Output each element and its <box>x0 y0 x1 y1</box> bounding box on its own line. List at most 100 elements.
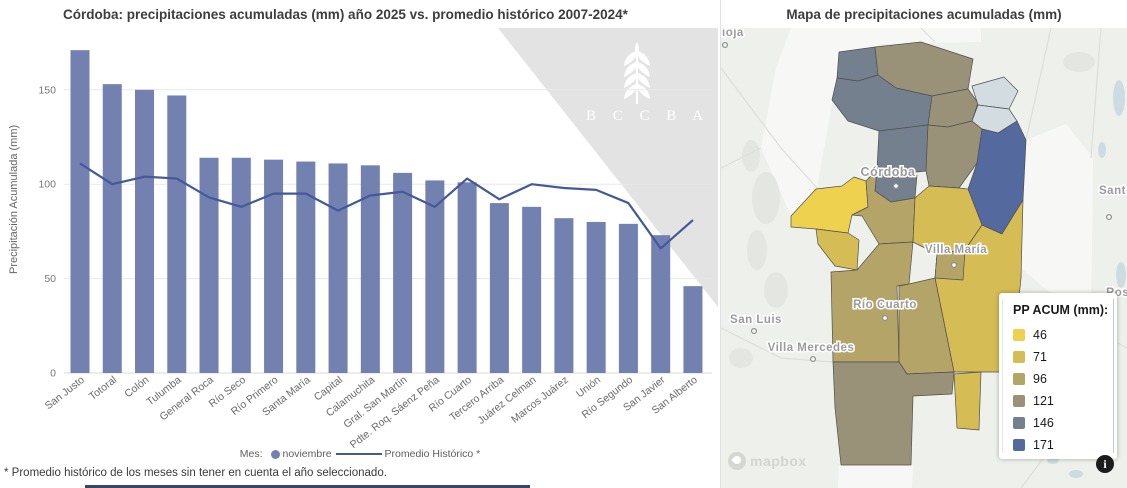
map-road <box>721 327 834 363</box>
legend-item-promedio[interactable]: Promedio Histórico * <box>335 448 481 460</box>
map-region-15[interactable] <box>934 249 966 281</box>
wheat-logo-icon <box>624 42 650 104</box>
y-tick-label: 0 <box>50 368 56 380</box>
legend-value: 96 <box>1033 372 1047 386</box>
bar-series-marker-icon <box>270 449 280 459</box>
y-tick-label: 50 <box>44 273 56 285</box>
city-label-0: Córdoba <box>861 165 916 179</box>
map-road <box>1025 28 1052 141</box>
x-category-label: Marcos Juárez <box>509 374 571 426</box>
bar-9[interactable] <box>360 165 380 373</box>
bar-3[interactable] <box>167 95 187 374</box>
next-visual-edge <box>85 485 530 488</box>
city-marker <box>721 41 729 49</box>
map-legend: PP ACUM (mm): 46 71 96 121 146 171 <box>999 293 1117 459</box>
precipitation-chart-panel: Córdoba: precipitaciones acumuladas (mm)… <box>0 0 720 488</box>
water-body <box>1069 470 1083 478</box>
legend-swatch-icon <box>1013 417 1025 429</box>
x-category-label: San Justo <box>43 374 87 412</box>
map-canvas[interactable]: Córdoba Villa María Río Cuarto San Luis Vill… <box>721 28 1127 488</box>
mapbox-wordmark: mapbox <box>750 453 807 469</box>
terrain-shade <box>747 230 767 270</box>
map-region-0[interactable] <box>836 46 879 82</box>
legend-value: 146 <box>1033 416 1054 430</box>
city-label-2: Río Cuarto <box>853 299 917 311</box>
terrain-shade <box>1063 52 1095 72</box>
chart-legend: Mes: noviembre Promedio Histórico * <box>0 448 720 460</box>
map-region-19[interactable] <box>953 371 982 431</box>
bar-0[interactable] <box>70 50 90 373</box>
map-legend-title: PP ACUM (mm): <box>1013 303 1109 317</box>
precipitation-bar-chart[interactable]: B C C B A 0 50 100 150 Precipitación Acumulad… <box>0 0 720 488</box>
city-marker <box>809 355 817 363</box>
map-legend-row-46[interactable]: 46 <box>1013 324 1117 346</box>
y-axis-title: Precipitación Acumulada (mm) <box>8 125 20 274</box>
neighbor-province <box>761 28 981 216</box>
bar-13[interactable] <box>489 203 509 373</box>
x-category-label: Totoral <box>87 374 119 403</box>
terrain-shade <box>742 140 760 172</box>
bar-7[interactable] <box>296 161 316 373</box>
legend-swatch-icon <box>1013 329 1025 341</box>
legend-value: 121 <box>1033 394 1054 408</box>
map-road <box>920 28 936 43</box>
bar-16[interactable] <box>586 221 606 373</box>
bar-4[interactable] <box>199 157 219 373</box>
map-road <box>1090 28 1102 159</box>
legend-prefix: Mes: <box>239 448 263 460</box>
city-marker <box>892 182 900 190</box>
map-road <box>721 147 762 169</box>
legend-value: 71 <box>1033 350 1047 364</box>
map-legend-row-71[interactable]: 71 <box>1013 346 1117 368</box>
historical-average-line[interactable] <box>79 162 694 250</box>
chart-footnote: * Promedio histórico de los meses sin te… <box>4 467 387 479</box>
map-region-5[interactable] <box>876 124 929 176</box>
y-tick-label: 100 <box>38 179 56 191</box>
legend-swatch-icon <box>1013 351 1025 363</box>
legend-swatch-icon <box>1013 439 1025 451</box>
bar-10[interactable] <box>393 172 413 373</box>
bar-8[interactable] <box>328 163 348 373</box>
bar-5[interactable] <box>231 157 251 373</box>
map-info-icon[interactable]: i <box>1096 455 1114 473</box>
bar-19[interactable] <box>683 286 703 373</box>
water-body <box>1113 80 1125 116</box>
bar-14[interactable] <box>522 206 542 373</box>
bar-2[interactable] <box>135 89 155 374</box>
city-marker <box>1105 213 1113 221</box>
city-label-7: ioja <box>722 28 744 39</box>
bar-12[interactable] <box>457 182 477 373</box>
map-legend-row-96[interactable]: 96 <box>1013 368 1117 390</box>
terrain-shade <box>752 172 780 224</box>
bar-18[interactable] <box>651 235 671 373</box>
map-region-4[interactable] <box>971 76 1019 110</box>
terrain-shade <box>764 272 788 308</box>
city-marker <box>750 327 758 335</box>
legend-swatch-icon <box>1013 373 1025 385</box>
map-title: Mapa de precipitaciones acumuladas (mm) <box>786 7 1062 22</box>
map-legend-row-146[interactable]: 146 <box>1013 412 1117 434</box>
city-marker <box>881 314 889 322</box>
legend-item-noviembre[interactable]: noviembre <box>270 448 332 460</box>
water-body <box>1116 262 1126 288</box>
city-label-5: Sant <box>1099 185 1126 197</box>
bar-1[interactable] <box>102 84 122 374</box>
legend-label-noviembre: noviembre <box>282 448 332 460</box>
legend-label-promedio: Promedio Histórico * <box>384 448 481 460</box>
chart-title: Córdoba: precipitaciones acumuladas (mm)… <box>63 7 628 22</box>
city-marker <box>950 261 958 269</box>
city-label-3: San Luis <box>730 314 782 326</box>
water-body <box>1098 142 1106 158</box>
bar-11[interactable] <box>425 180 445 373</box>
legend-value: 46 <box>1033 328 1047 342</box>
line-series-marker-icon <box>335 452 382 456</box>
map-region-18[interactable] <box>832 361 955 466</box>
bar-15[interactable] <box>554 218 574 373</box>
city-label-4: Villa Mercedes <box>768 342 855 354</box>
map-legend-row-171[interactable]: 171 <box>1013 434 1117 456</box>
bar-6[interactable] <box>264 159 284 373</box>
bar-17[interactable] <box>618 223 638 373</box>
neighbor-province <box>838 465 913 488</box>
map-legend-row-121[interactable]: 121 <box>1013 390 1117 412</box>
mapbox-attribution[interactable]: mapbox <box>728 452 807 470</box>
